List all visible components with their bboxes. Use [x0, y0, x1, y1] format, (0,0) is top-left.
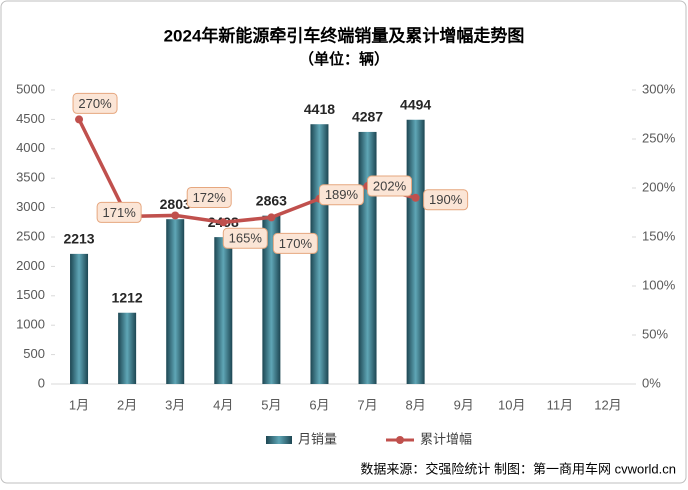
- x-tick-label: 3月: [165, 397, 185, 412]
- y2-tick-label: 250%: [642, 130, 676, 145]
- line-label-box: [186, 186, 232, 208]
- line-label-box: [318, 184, 364, 206]
- y-tick-label: 2500: [16, 228, 45, 243]
- line-label-box: [96, 201, 142, 223]
- line-label: 190%: [429, 192, 463, 207]
- line-point: [171, 211, 180, 220]
- line-label-box: [423, 189, 469, 211]
- x-tick-label: 6月: [309, 397, 329, 412]
- x-tick-label: 4月: [213, 397, 233, 412]
- legend-label: 累计增幅: [420, 431, 472, 446]
- x-tick-label: 9月: [454, 397, 474, 412]
- x-tick-label: 2月: [117, 397, 137, 412]
- chart-subtitle: （单位：辆）: [299, 50, 389, 68]
- line-label: 172%: [193, 190, 227, 205]
- bar: [118, 312, 137, 384]
- chart-title: 2024年新能源牵引车终端销量及累计增幅走势图: [164, 25, 525, 45]
- y-tick-label: 3500: [16, 170, 45, 185]
- footer: 数据来源：交强险统计 制图：第一商用车网 cvworld.cn: [360, 461, 676, 476]
- y2-tick-label: 300%: [642, 81, 676, 96]
- x-tick-label: 11月: [547, 397, 574, 412]
- bar: [70, 253, 89, 384]
- line-label: 171%: [103, 205, 137, 220]
- line-label: 165%: [229, 231, 263, 246]
- line-label: 270%: [78, 96, 112, 111]
- x-tick-label: 1月: [69, 397, 89, 412]
- legend-line-dot: [396, 436, 404, 444]
- bar: [262, 215, 281, 384]
- bar: [358, 131, 377, 384]
- y-tick-label: 500: [23, 346, 45, 361]
- line-label: 170%: [279, 236, 313, 251]
- y2-tick-label: 100%: [642, 277, 676, 292]
- y-tick-label: 4500: [16, 111, 45, 126]
- line-label-box: [367, 175, 413, 197]
- x-tick-label: 10月: [498, 397, 525, 412]
- y-tick-label: 4000: [16, 140, 45, 155]
- bar-label: 4418: [304, 101, 335, 117]
- legend-label: 月销量: [298, 431, 337, 446]
- bar: [166, 219, 185, 384]
- line-label-box: [272, 232, 318, 254]
- line-point: [75, 115, 84, 124]
- line-point: [219, 218, 228, 227]
- bar-label: 2803: [160, 196, 191, 212]
- bar: [406, 119, 425, 384]
- line-label: 202%: [373, 178, 407, 193]
- bar-label: 2213: [63, 231, 94, 247]
- line-label-box: [72, 92, 118, 114]
- x-tick-label: 5月: [261, 397, 281, 412]
- y-tick-label: 2000: [16, 258, 45, 273]
- line-label-box: [222, 227, 268, 249]
- line-point: [267, 213, 276, 222]
- y2-tick-label: 200%: [642, 179, 676, 194]
- x-tick-label: 12月: [594, 397, 621, 412]
- y-tick-label: 1000: [16, 317, 45, 332]
- y-tick-label: 5000: [16, 81, 45, 96]
- bar-label: 4494: [400, 96, 431, 112]
- bar: [310, 124, 329, 384]
- x-tick-label: 7月: [357, 397, 377, 412]
- y2-tick-label: 0%: [642, 375, 661, 390]
- bar-label: 4287: [352, 109, 383, 125]
- line-point: [411, 193, 420, 202]
- bar-label: 2863: [256, 192, 287, 208]
- x-tick-label: 8月: [406, 397, 426, 412]
- bar-label: 1212: [112, 289, 143, 305]
- y-tick-label: 3000: [16, 199, 45, 214]
- y2-tick-label: 150%: [642, 228, 676, 243]
- y-tick-label: 0: [38, 375, 45, 390]
- line-label: 189%: [325, 187, 359, 202]
- y2-tick-label: 50%: [642, 326, 668, 341]
- bar: [214, 237, 233, 384]
- legend-bar-icon: [266, 436, 292, 444]
- y-tick-label: 1500: [16, 287, 45, 302]
